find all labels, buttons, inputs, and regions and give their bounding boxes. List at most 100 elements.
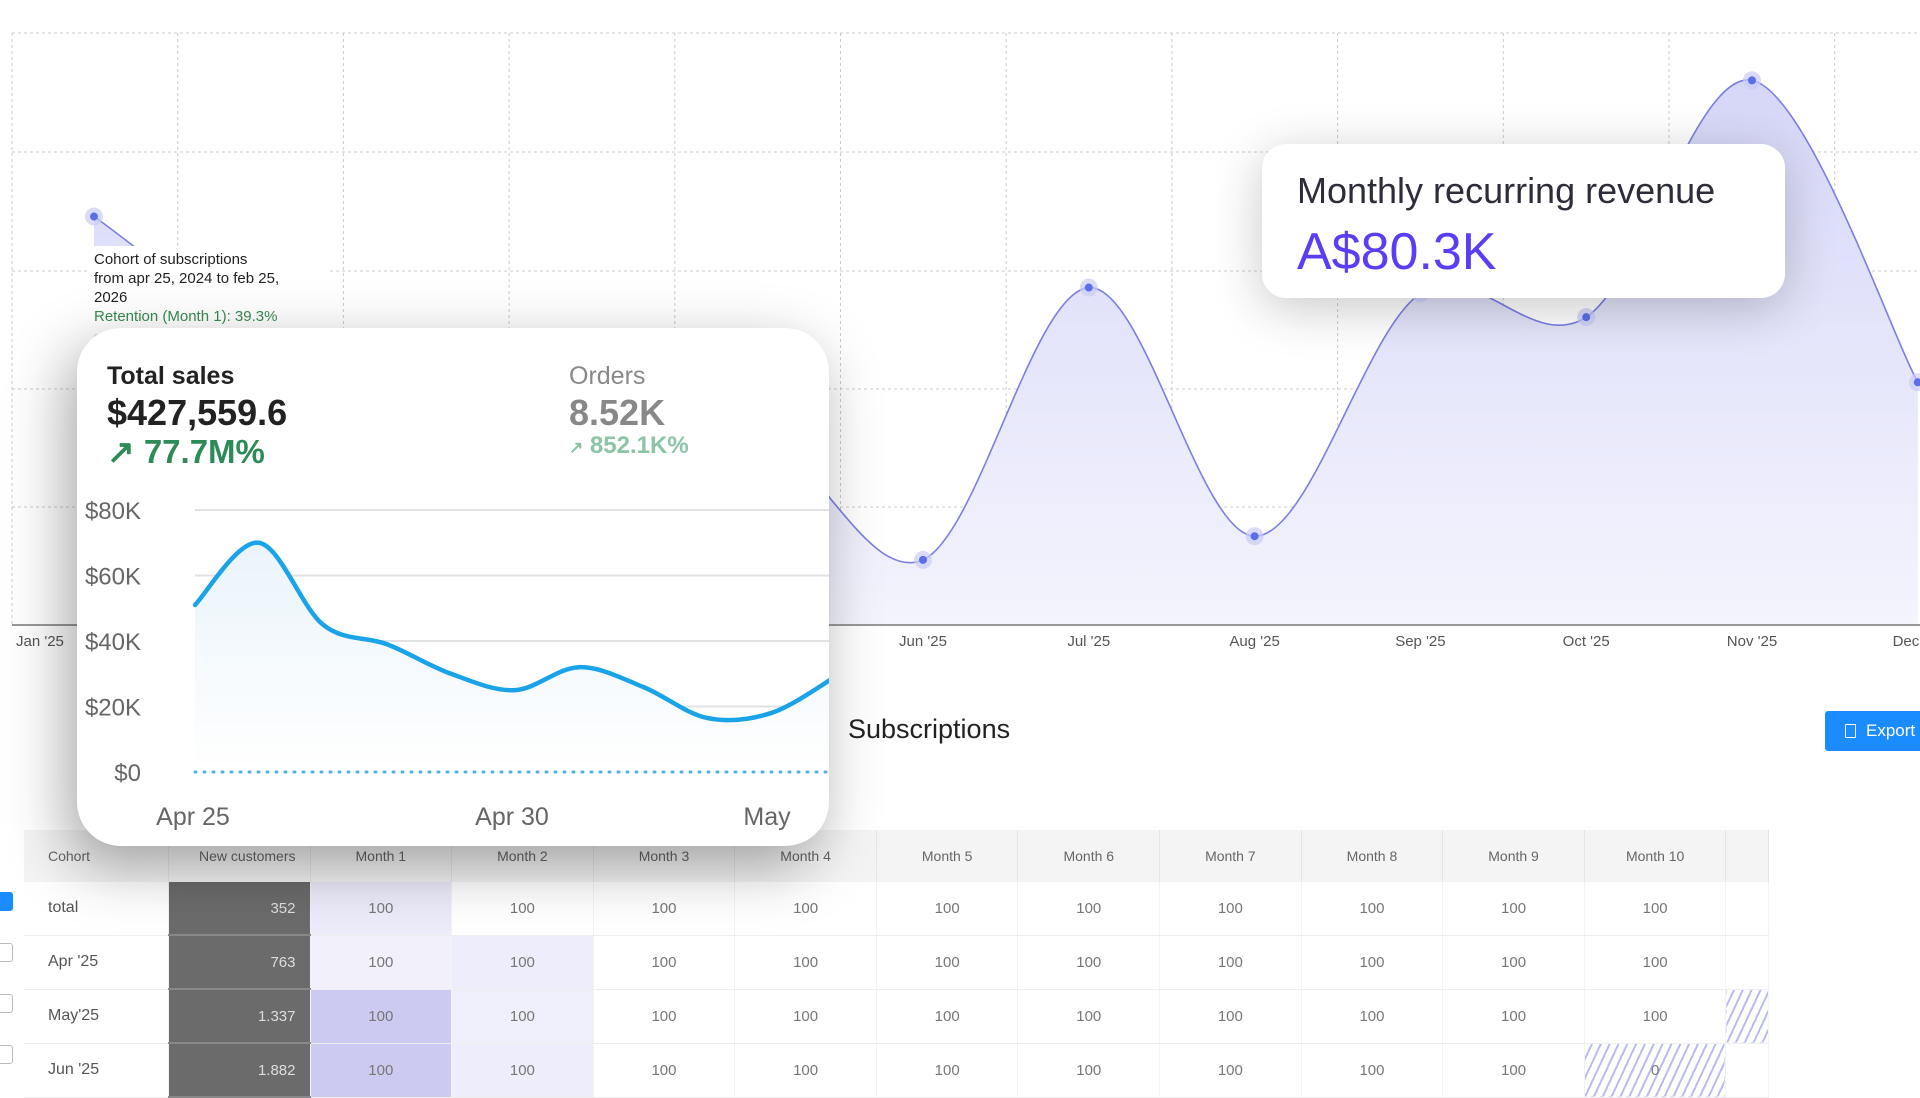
y-tick-label: $80K — [85, 498, 141, 525]
x-tick-label: Apr 30 — [475, 803, 549, 831]
empty-cell — [1725, 989, 1770, 1044]
x-tick-label: Dec '25 — [1893, 633, 1920, 650]
x-tick-label: Jul '25 — [1067, 633, 1110, 650]
retention-cell: 100 — [451, 935, 594, 990]
column-header[interactable]: Month 8 — [1301, 830, 1444, 882]
sales-line — [192, 540, 829, 723]
arrow-up-right-icon: ↗ — [569, 438, 584, 457]
row-checkbox[interactable] — [0, 994, 13, 1013]
orders-value: 8.52K — [569, 392, 666, 433]
data-point[interactable] — [90, 212, 98, 221]
orders-title: Orders — [569, 362, 646, 390]
arrow-up-right-icon: ↗ — [107, 433, 135, 470]
retention-cell: 100 — [451, 882, 594, 936]
retention-cell: 100 — [1017, 1043, 1161, 1098]
column-header[interactable]: Month 10 — [1584, 830, 1727, 882]
retention-cell: 100 — [593, 989, 736, 1044]
orders-change: ↗ 852.1K% — [569, 432, 689, 460]
x-tick-label: Jun '25 — [899, 633, 947, 650]
tooltip-line: from apr 25, 2024 to feb 25, — [94, 270, 280, 287]
row-checkbox[interactable] — [0, 1045, 13, 1064]
empty-cell — [1725, 882, 1770, 936]
retention-cell: 100 — [1584, 882, 1727, 936]
column-header[interactable]: Month 9 — [1442, 830, 1585, 882]
data-point[interactable] — [1250, 532, 1259, 541]
retention-cell: 100 — [310, 1043, 453, 1098]
row-checkbox[interactable] — [0, 892, 13, 911]
retention-cell: 100 — [593, 935, 736, 990]
retention-cell: 100 — [1584, 989, 1727, 1044]
row-checkbox[interactable] — [0, 943, 13, 962]
y-tick-label: $20K — [85, 695, 141, 722]
total-sales-chart: $80K $60K $40K $20K $0 Apr 25 Apr 30 May — [85, 498, 829, 831]
column-header[interactable]: Month 6 — [1017, 830, 1161, 882]
x-tick-label: Apr 25 — [156, 803, 230, 831]
empty-cell — [1725, 935, 1770, 990]
x-tick-label: Jan '25 — [16, 633, 64, 650]
cohort-cell: Apr '25 — [24, 935, 169, 990]
retention-cell: 100 — [1301, 1043, 1444, 1098]
retention-cell: 100 — [593, 882, 736, 936]
retention-cell: 100 — [1159, 882, 1302, 936]
table-row[interactable]: total 352 100 100 100 100 100 100 100 100 100 100 — [24, 882, 1770, 936]
data-point[interactable] — [1582, 313, 1591, 322]
new-customers-cell: 763 — [168, 935, 311, 990]
column-header — [1725, 830, 1770, 882]
document-icon — [1845, 724, 1856, 738]
retention-cell: 100 — [876, 1043, 1019, 1098]
export-button[interactable]: Export — [1825, 711, 1920, 751]
y-tick-label: $40K — [85, 629, 141, 656]
retention-cell: 100 — [876, 882, 1019, 936]
sales-area — [195, 542, 829, 772]
change-value: 852.1K% — [589, 432, 689, 459]
retention-cell: 100 — [1159, 935, 1302, 990]
data-point[interactable] — [919, 555, 927, 564]
data-point[interactable] — [1084, 283, 1093, 292]
retention-cell: 100 — [734, 1043, 877, 1098]
y-tick-label: $60K — [85, 564, 141, 591]
total-sales-title: Total sales — [107, 362, 235, 390]
retention-cell: 100 — [1442, 989, 1585, 1044]
retention-cell: 100 — [1584, 935, 1727, 990]
cohort-tooltip: Cohort of subscriptions from apr 25, 202… — [90, 246, 328, 334]
tooltip-line: Cohort of subscriptions — [94, 251, 248, 268]
x-tick-label: Nov '25 — [1727, 633, 1777, 650]
data-point[interactable] — [1748, 76, 1756, 85]
cohort-cell: total — [24, 882, 169, 936]
retention-cell: 100 — [1159, 989, 1302, 1044]
y-tick-label: $0 — [114, 760, 141, 787]
column-header[interactable]: Month 7 — [1159, 830, 1302, 882]
table-row[interactable]: Jun '25 1.882 100 100 100 100 100 100 100 100 100 0 — [24, 1043, 1770, 1098]
x-tick-label: Aug '25 — [1229, 633, 1279, 650]
new-customers-cell: 352 — [168, 882, 311, 936]
cohort-table: Cohort New customers Month 1 Month 2 Month 3… — [24, 830, 1770, 1098]
retention-cell: 100 — [1442, 935, 1585, 990]
retention-cell: 100 — [734, 989, 877, 1044]
table-row[interactable]: May'25 1.337 100 100 100 100 100 100 100 100 100 10… — [24, 989, 1770, 1044]
total-sales-change: ↗ 77.7M% — [107, 432, 265, 471]
retention-cell: 100 — [1442, 1043, 1585, 1098]
column-header[interactable]: Month 4 — [734, 830, 877, 882]
mrr-value: A$80.3K — [1297, 223, 1497, 281]
empty-cell — [1725, 1043, 1770, 1098]
retention-cell: 100 — [1301, 989, 1444, 1044]
retention-cell: 100 — [1017, 935, 1161, 990]
retention-cell: 100 — [876, 989, 1019, 1044]
retention-cell: 100 — [734, 882, 877, 936]
tooltip-line: 2026 — [94, 289, 128, 306]
new-customers-cell: 1.337 — [168, 989, 311, 1044]
retention-cell: 100 — [734, 935, 877, 990]
retention-cell: 100 — [593, 1043, 736, 1098]
x-tick-label: May — [743, 803, 791, 831]
retention-cell: 100 — [451, 989, 594, 1044]
column-header[interactable]: Month 5 — [876, 830, 1019, 882]
x-tick-label: Sep '25 — [1395, 633, 1445, 650]
data-point[interactable] — [1913, 378, 1920, 387]
cohort-cell: May'25 — [24, 989, 169, 1044]
retention-cell: 100 — [310, 935, 453, 990]
retention-cell: 0 — [1584, 1043, 1727, 1098]
retention-cell: 100 — [1442, 882, 1585, 936]
change-value: 77.7M% — [143, 433, 265, 470]
table-row[interactable]: Apr '25 763 100 100 100 100 100 100 100 100 100 100 — [24, 935, 1770, 990]
retention-cell: 100 — [1017, 882, 1161, 936]
